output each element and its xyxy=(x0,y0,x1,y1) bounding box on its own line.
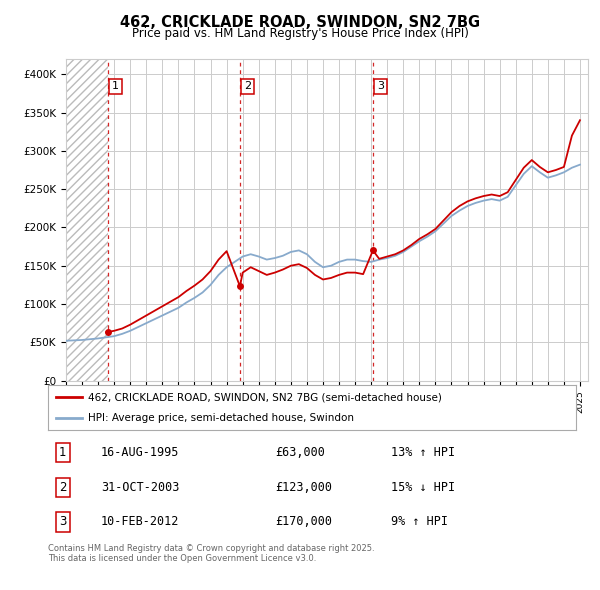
Text: 1: 1 xyxy=(112,81,119,91)
Text: HPI: Average price, semi-detached house, Swindon: HPI: Average price, semi-detached house,… xyxy=(88,412,353,422)
Text: 13% ↑ HPI: 13% ↑ HPI xyxy=(391,446,455,459)
Text: 3: 3 xyxy=(59,516,67,529)
Text: Contains HM Land Registry data © Crown copyright and database right 2025.
This d: Contains HM Land Registry data © Crown c… xyxy=(48,544,374,563)
Text: 15% ↓ HPI: 15% ↓ HPI xyxy=(391,481,455,494)
Text: 31-OCT-2003: 31-OCT-2003 xyxy=(101,481,179,494)
Text: £123,000: £123,000 xyxy=(275,481,332,494)
Text: 2: 2 xyxy=(59,481,67,494)
Text: £170,000: £170,000 xyxy=(275,516,332,529)
Text: 3: 3 xyxy=(377,81,384,91)
Text: 16-AUG-1995: 16-AUG-1995 xyxy=(101,446,179,459)
Text: 1: 1 xyxy=(59,446,67,459)
Text: 462, CRICKLADE ROAD, SWINDON, SN2 7BG: 462, CRICKLADE ROAD, SWINDON, SN2 7BG xyxy=(120,15,480,30)
Text: 462, CRICKLADE ROAD, SWINDON, SN2 7BG (semi-detached house): 462, CRICKLADE ROAD, SWINDON, SN2 7BG (s… xyxy=(88,392,442,402)
Text: 9% ↑ HPI: 9% ↑ HPI xyxy=(391,516,448,529)
Text: Price paid vs. HM Land Registry's House Price Index (HPI): Price paid vs. HM Land Registry's House … xyxy=(131,27,469,40)
Text: 10-FEB-2012: 10-FEB-2012 xyxy=(101,516,179,529)
Text: 2: 2 xyxy=(244,81,251,91)
Text: £63,000: £63,000 xyxy=(275,446,325,459)
